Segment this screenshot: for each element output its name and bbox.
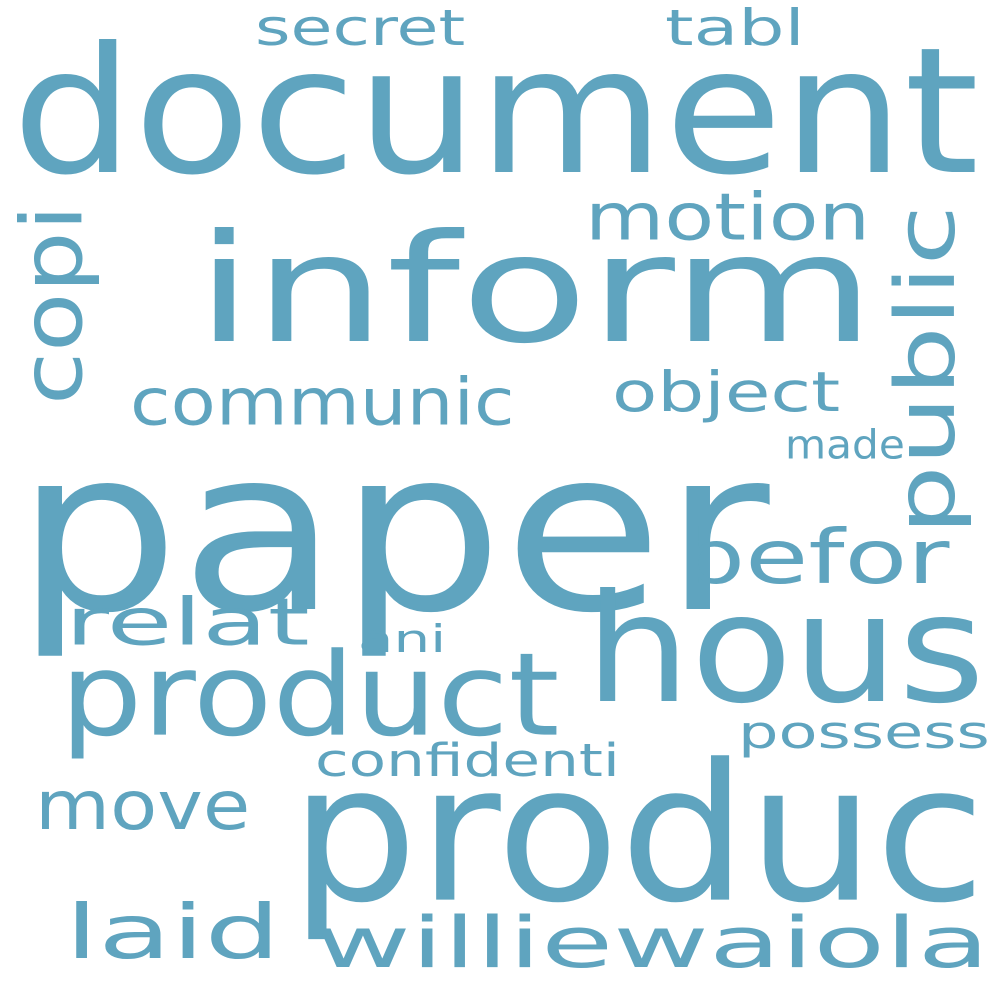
word-move: move [35,765,251,846]
word-befor: befor [680,513,950,601]
word-laid: laid [65,888,281,976]
word-possess: possess [738,705,990,759]
word-ani: ani [358,616,447,662]
word-object: object [612,360,841,425]
word-hous: hous [585,561,986,737]
word-document: document [12,9,980,214]
word-inform: inform [195,201,876,377]
word-tabl: tabl [665,0,805,57]
word-public: public [877,205,974,535]
word-secret: secret [255,0,466,57]
word-copi: copi [2,204,102,405]
word-communic: communic [130,364,515,441]
word-williewaiola: williewaiola [315,901,990,984]
word-paper: paper [15,399,770,663]
word-produc: produc [290,722,986,946]
word-made: made [785,421,905,469]
word-motion: motion [585,179,871,256]
word-relat: relat [65,584,310,661]
word-confidenti: confidenti [315,733,620,787]
word-product: product [60,627,560,763]
